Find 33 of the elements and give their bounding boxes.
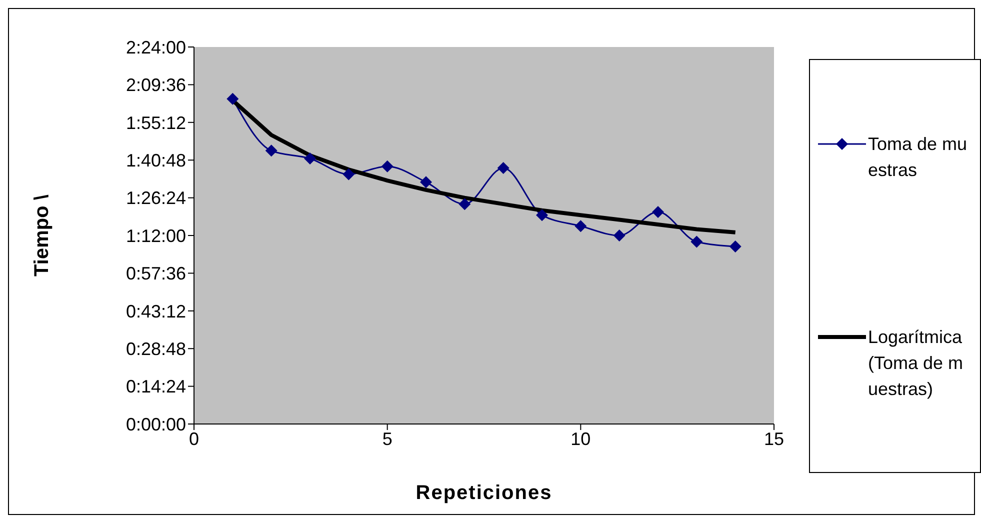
point (574, 220, 587, 232)
y-tick-label: 0:57:36 (126, 264, 186, 284)
x-tick-label: 10 (570, 428, 591, 449)
point (381, 160, 394, 172)
point (304, 152, 316, 165)
point (497, 162, 510, 174)
x-tick-label: 0 (188, 428, 200, 449)
y-tick-label: 0:14:24 (126, 376, 186, 397)
y-tick-label: 0:00:00 (126, 414, 186, 434)
point (226, 92, 239, 105)
x-tick-label: 15 (764, 428, 784, 449)
y-tick-label: 1:55:12 (126, 112, 186, 133)
point (613, 230, 626, 242)
point (690, 236, 703, 248)
point (729, 240, 742, 252)
y-tick-label: 1:40:48 (126, 150, 186, 170)
point (652, 206, 664, 218)
legend-label: Toma de muestras (868, 132, 968, 182)
point (342, 168, 355, 180)
y-axis-title: Tiempo \ (31, 194, 54, 276)
y-tick-label: 1:12:00 (126, 226, 186, 246)
point (458, 198, 471, 210)
point (536, 209, 548, 222)
x-tick-label: 5 (382, 428, 392, 449)
point (265, 144, 278, 157)
y-tick-label: 2:24:00 (126, 37, 186, 58)
x-axis-title: Repeticiones (416, 482, 552, 504)
y-tick-label: 1:26:24 (126, 188, 186, 208)
point (420, 176, 432, 188)
y-tick-label: 0:28:48 (126, 338, 186, 359)
legend-label: Logarítmica (Toma de muestras) (868, 326, 964, 401)
y-tick-label: 0:43:12 (126, 301, 186, 322)
y-tick-label: 2:09:36 (126, 75, 186, 96)
